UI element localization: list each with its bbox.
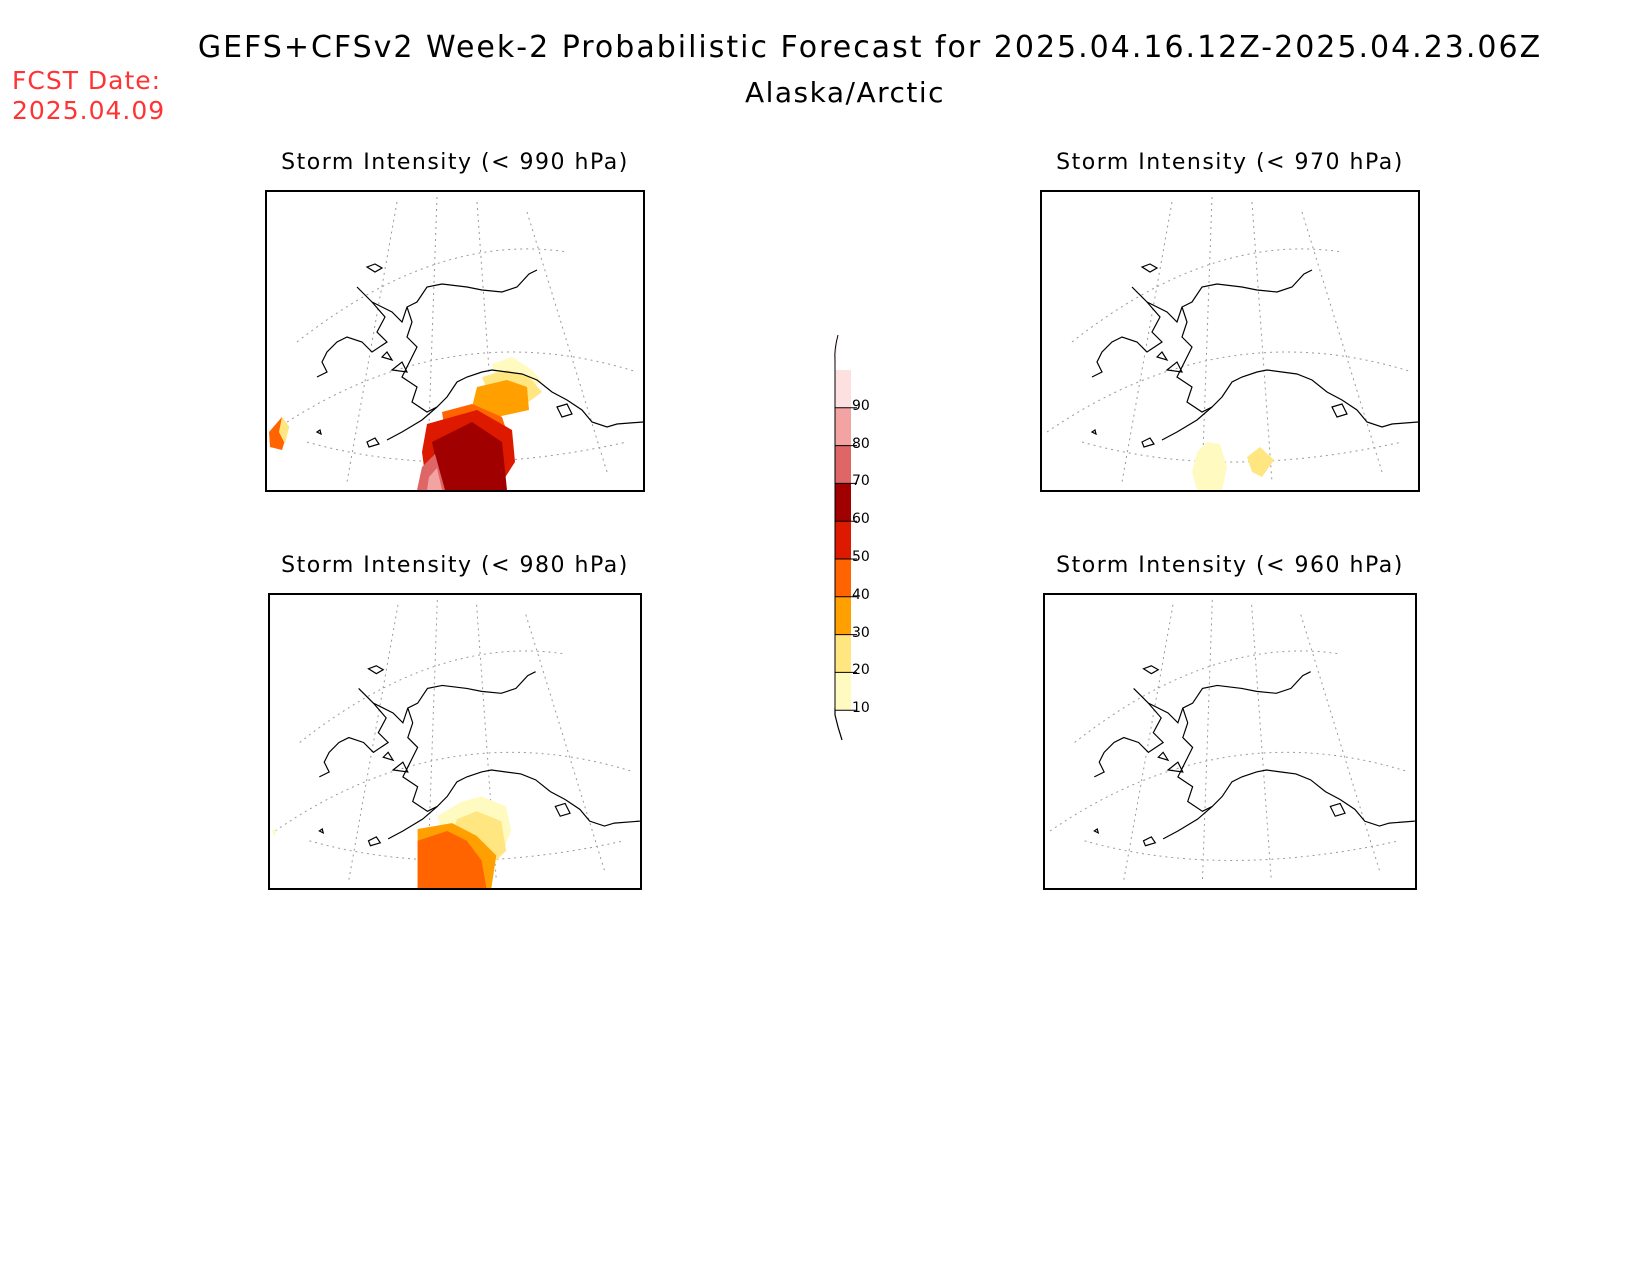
colorbar-tick-label: 40 [852,586,870,603]
graticule [1049,599,1410,881]
main-title: GEFS+CFSv2 Week-2 Probabilistic Forecast… [197,30,1543,65]
coastline [1093,665,1415,847]
map-990 [265,190,645,492]
map-970 [1040,190,1420,492]
colorbar-swatch [835,634,851,673]
forecast-date-value: 2025.04.09 [12,96,166,125]
colorbar-bottom-cap [834,708,843,741]
coastline [315,263,643,448]
forecast-date: FCST Date: 2025.04.09 [12,66,165,126]
colorbar-tick-label: 50 [852,549,870,565]
panel-970: Storm Intensity (< 970 hPa) [1040,150,1420,495]
coastline [1090,263,1418,448]
panel-970-title: Storm Intensity (< 970 hPa) [1056,150,1404,175]
panel-980-title: Storm Intensity (< 980 hPa) [281,553,629,578]
colorbar-swatch [835,407,851,446]
probability-shading [269,357,542,490]
panel-990: Storm Intensity (< 990 hPa) [265,150,645,495]
panel-960-title: Storm Intensity (< 960 hPa) [1056,553,1404,578]
colorbar-swatch [835,559,851,597]
colorbar-swatch [835,483,851,522]
probability-shading [272,796,512,888]
colorbar-tick-label: 30 [852,624,870,641]
colorbar-tick-label: 80 [852,435,870,452]
colorbar: 90 80 70 60 50 40 30 20 10 [820,330,900,750]
map-980 [268,593,642,890]
colorbar-swatch [835,672,851,711]
region-subtitle: Alaska/Arctic [744,76,946,109]
forecast-date-label: FCST Date: [12,66,162,95]
colorbar-tick-label: 90 [852,397,870,414]
colorbar-tick-label: 10 [852,700,870,717]
colorbar-top-cap [834,334,839,370]
panel-990-title: Storm Intensity (< 990 hPa) [281,150,629,175]
colorbar-swatch [835,445,851,484]
coastline [318,665,640,847]
map-960 [1043,593,1417,890]
graticule [1046,196,1413,483]
probability-shading [1192,442,1274,490]
colorbar-tick-label: 60 [852,511,870,528]
colorbar-tick-label: 70 [852,473,870,490]
colorbar-tick-label: 20 [852,662,870,679]
panel-960: Storm Intensity (< 960 hPa) [1040,553,1420,898]
panel-980: Storm Intensity (< 980 hPa) [265,553,645,898]
colorbar-swatch [835,596,851,635]
colorbar-swatch [835,521,851,559]
colorbar-swatch [835,370,851,408]
